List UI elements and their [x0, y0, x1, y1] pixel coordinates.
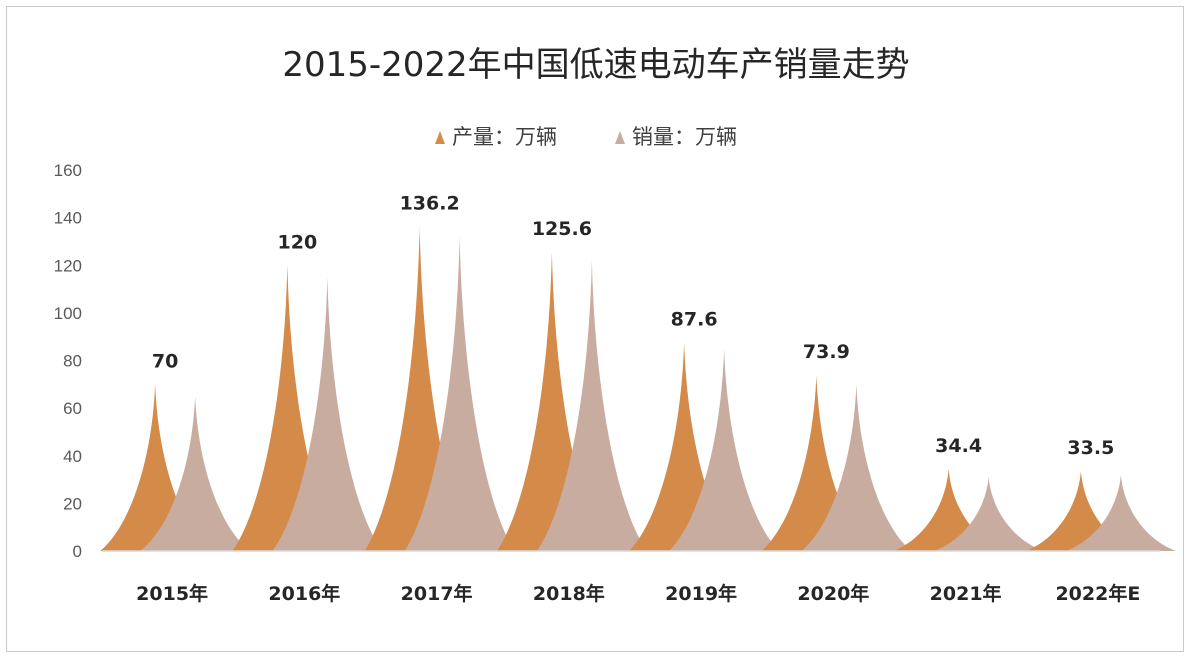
chart-title: 2015-2022年中国低速电动车产销量走势 [282, 45, 909, 85]
production-peak [232, 265, 343, 551]
x-tick-label: 2015年 [136, 582, 208, 605]
sales-peak [669, 348, 780, 551]
sales-peak [536, 260, 647, 551]
data-label: 73.9 [803, 341, 850, 363]
data-label: 34.4 [935, 435, 982, 457]
x-tick-label: 2018年 [533, 582, 605, 605]
legend: 产量：万辆 销量：万辆 [435, 125, 737, 149]
y-tick-label: 20 [63, 494, 82, 513]
y-tick-label: 140 [54, 209, 82, 228]
production-peak [761, 375, 872, 551]
legend-label-sales: 销量：万辆 [632, 125, 737, 149]
sales-peak [140, 396, 251, 551]
data-label: 136.2 [400, 193, 460, 215]
production-peak [496, 251, 607, 552]
x-tick-label: 2021年 [930, 582, 1002, 605]
sales-peak [272, 277, 383, 551]
x-tick-label: 2019年 [665, 582, 737, 605]
production-peak [100, 384, 211, 551]
production-peak [364, 226, 475, 551]
x-tick-label: 2022年E [1055, 582, 1140, 605]
legend-marker-production [435, 131, 445, 144]
x-tick-label: 2016年 [268, 582, 340, 605]
y-tick-label: 120 [54, 256, 82, 275]
y-tick-label: 160 [54, 161, 82, 180]
data-label: 120 [278, 231, 318, 253]
data-label: 33.5 [1067, 437, 1114, 459]
x-tick-label: 2020年 [797, 582, 869, 605]
production-peak [629, 342, 740, 551]
y-tick-label: 60 [63, 399, 82, 418]
legend-marker-sales [615, 131, 625, 144]
sales-peak [801, 384, 912, 551]
production-peak [893, 469, 1004, 551]
y-tick-label: 0 [73, 542, 82, 561]
y-tick-label: 80 [63, 352, 82, 371]
data-label: 70 [152, 350, 178, 372]
sales-peak [404, 236, 515, 552]
plot-area [100, 226, 1176, 552]
y-tick-label: 40 [63, 447, 82, 466]
x-tick-label: 2017年 [401, 582, 473, 605]
data-label: 87.6 [671, 308, 718, 330]
production-peak [1025, 471, 1136, 551]
legend-label-production: 产量：万辆 [452, 125, 557, 149]
data-label: 125.6 [532, 218, 592, 240]
y-tick-label: 100 [54, 304, 82, 323]
x-axis: 2015年 2016年 2017年 2018年 2019年 2020年 2021年 2022年… [136, 582, 1140, 605]
sales-peak [1065, 474, 1176, 551]
y-axis: 0 20 40 60 80 100 120 140 160 [54, 161, 82, 561]
sales-peak [933, 477, 1044, 551]
data-labels: 70 120 136.2 125.6 87.6 73.9 34.4 33.5 [152, 193, 1114, 460]
